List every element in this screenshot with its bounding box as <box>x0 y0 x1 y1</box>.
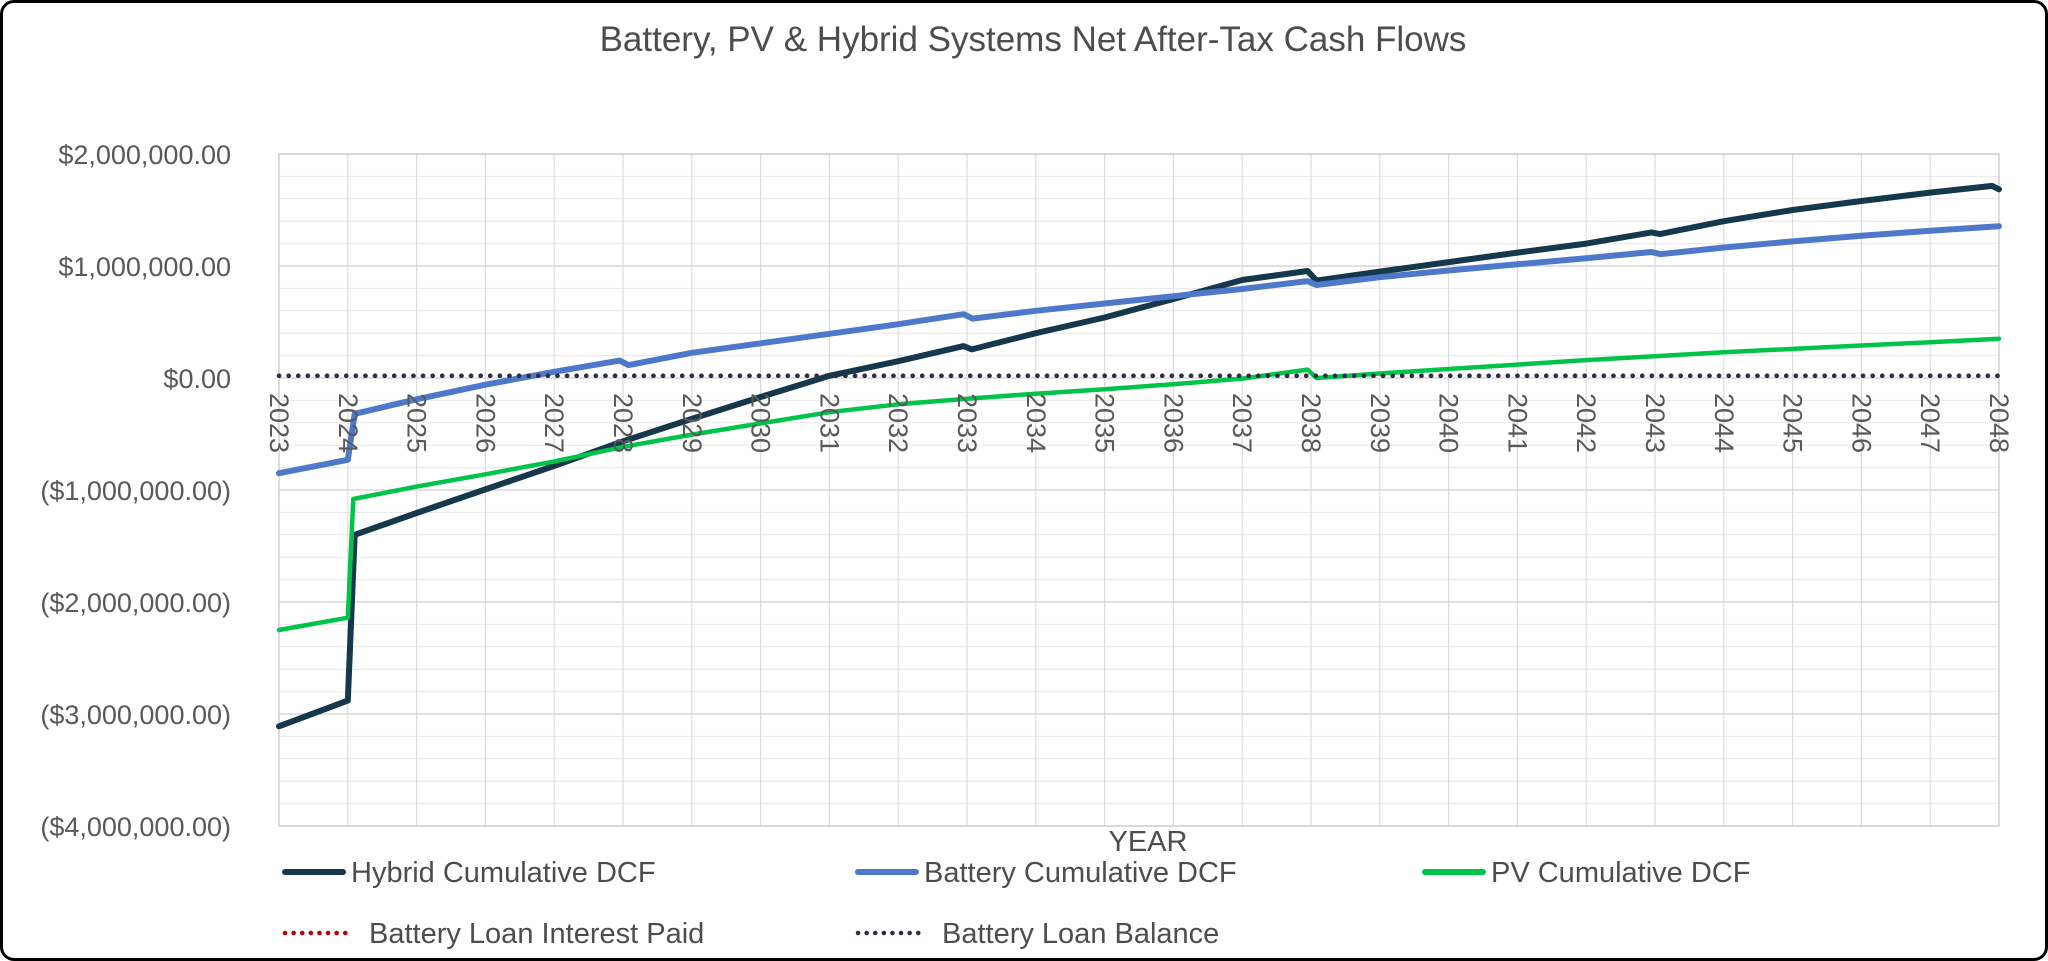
x-tick-label-2044: 2044 <box>1709 393 1739 453</box>
legend-label-battery-cumulative-dcf: Battery Cumulative DCF <box>924 857 1237 889</box>
y-axis-tick-labels: $2,000,000.00 $1,000,000.00 $0.00 ($1,000,0… <box>40 140 231 842</box>
chart-title: Battery, PV & Hybrid Systems Net After-T… <box>600 20 1467 59</box>
legend-item-hybrid-cumulative-dcf: Hybrid Cumulative DCF <box>282 857 656 889</box>
series-line-hybrid-cumulative-dcf <box>276 182 2002 730</box>
x-tick-label-2030: 2030 <box>746 393 776 453</box>
y-tick-label: ($4,000,000.00) <box>40 812 231 842</box>
y-tick-label: $1,000,000.00 <box>58 252 231 282</box>
x-tick-label-2027: 2027 <box>539 393 569 453</box>
x-tick-label-2040: 2040 <box>1434 393 1464 453</box>
legend-item-battery-loan-balance: Battery Loan Balance <box>855 918 1219 950</box>
x-tick-label-2048: 2048 <box>1984 393 2014 453</box>
x-tick-label-2046: 2046 <box>1846 393 1876 453</box>
legend-label-hybrid-cumulative-dcf: Hybrid Cumulative DCF <box>351 857 656 889</box>
x-tick-label-2045: 2045 <box>1778 393 1808 453</box>
legend-item-pv-cumulative-dcf: PV Cumulative DCF <box>1422 857 1750 889</box>
y-tick-label: $0.00 <box>163 364 231 394</box>
x-axis-title: YEAR <box>1109 826 1188 858</box>
x-tick-label-2023: 2023 <box>264 393 294 453</box>
x-tick-label-2026: 2026 <box>470 393 500 453</box>
x-tick-label-2032: 2032 <box>883 393 913 453</box>
legend-item-battery-loan-interest-paid: Battery Loan Interest Paid <box>282 918 704 950</box>
y-tick-label: ($1,000,000.00) <box>40 476 231 506</box>
legend: Hybrid Cumulative DCF Battery Cumulative … <box>282 857 1750 950</box>
legend-label-battery-loan-interest-paid: Battery Loan Interest Paid <box>369 918 704 950</box>
cash-flow-chart: $2,000,000.00 $1,000,000.00 $0.00 ($1,000,0… <box>40 20 2014 950</box>
legend-item-battery-cumulative-dcf: Battery Cumulative DCF <box>855 857 1237 889</box>
x-tick-label-2039: 2039 <box>1365 393 1395 453</box>
x-tick-label-2034: 2034 <box>1021 393 1051 453</box>
x-tick-label-2035: 2035 <box>1090 393 1120 453</box>
x-axis-tick-labels: 2023 2024 2025 2026 2027 2028 2029 2030 2031 2032… <box>264 393 2014 453</box>
x-tick-label-2024: 2024 <box>333 393 363 453</box>
x-tick-label-2037: 2037 <box>1227 393 1257 453</box>
x-tick-label-2028: 2028 <box>608 393 638 453</box>
series-line-battery-cumulative-dcf <box>276 223 2002 477</box>
x-tick-label-2025: 2025 <box>402 393 432 453</box>
x-tick-label-2043: 2043 <box>1640 393 1670 453</box>
legend-label-battery-loan-balance: Battery Loan Balance <box>942 918 1219 950</box>
x-tick-label-2036: 2036 <box>1158 393 1188 453</box>
x-tick-label-2047: 2047 <box>1915 393 1945 453</box>
x-tick-label-2041: 2041 <box>1502 393 1532 453</box>
plot-area-border <box>278 153 2000 827</box>
x-tick-label-2031: 2031 <box>814 393 844 453</box>
series-line-pv-cumulative-dcf <box>276 336 2002 633</box>
y-tick-label: $2,000,000.00 <box>58 140 231 170</box>
y-tick-label: ($3,000,000.00) <box>40 700 231 730</box>
gridlines <box>278 153 2000 827</box>
series-lines <box>276 182 2002 730</box>
x-tick-label-2038: 2038 <box>1296 393 1326 453</box>
x-tick-label-2029: 2029 <box>677 393 707 453</box>
legend-label-pv-cumulative-dcf: PV Cumulative DCF <box>1491 857 1750 889</box>
x-tick-label-2033: 2033 <box>952 393 982 453</box>
x-tick-label-2042: 2042 <box>1571 393 1601 453</box>
y-tick-label: ($2,000,000.00) <box>40 588 231 618</box>
plot-border <box>278 153 2000 827</box>
